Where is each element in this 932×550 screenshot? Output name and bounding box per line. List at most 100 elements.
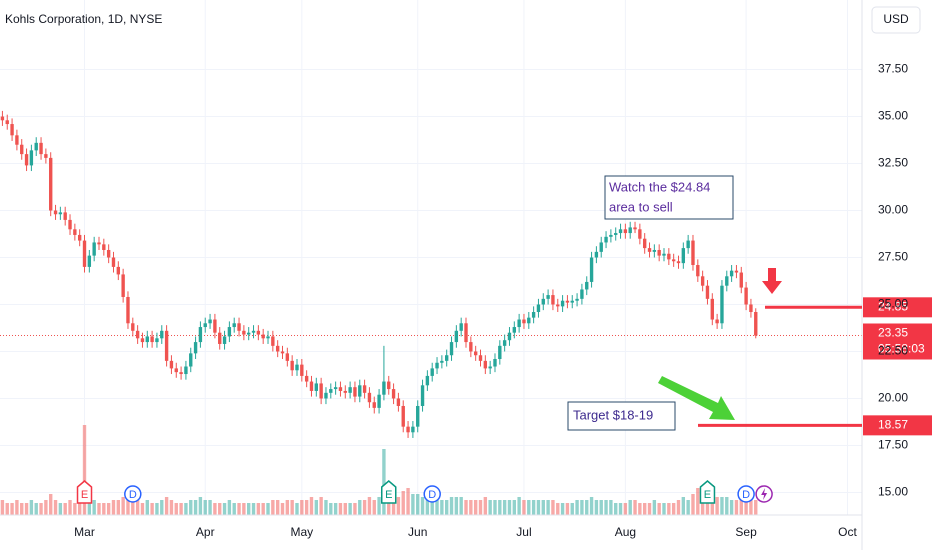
volume-bar <box>715 497 719 515</box>
candle-body <box>580 289 584 299</box>
volume-bar <box>507 500 512 515</box>
volume-bar <box>150 503 154 515</box>
volume-bar <box>657 503 661 515</box>
candle-body <box>232 323 236 328</box>
candle-body <box>454 330 459 343</box>
candle-body <box>251 330 256 333</box>
annotation-text: Watch the $24.84 <box>609 179 710 194</box>
currency-button[interactable] <box>871 6 921 34</box>
volume-bar <box>483 497 488 515</box>
volume-bar <box>295 503 299 515</box>
candle-body <box>710 298 714 320</box>
candle-body <box>275 345 280 352</box>
annotation-text: Target $18-19 <box>573 407 653 422</box>
volume-bar <box>324 500 328 515</box>
candle-body <box>604 236 608 243</box>
candles <box>0 110 758 438</box>
candle-body <box>266 336 270 339</box>
volume-bar <box>68 500 72 515</box>
volume-bar <box>82 425 87 515</box>
volume-bar <box>106 503 111 515</box>
volume-bar <box>681 497 686 515</box>
green-arrow <box>658 376 735 420</box>
volume-bar <box>314 500 318 515</box>
volume-bar <box>411 494 415 515</box>
candle-body <box>131 323 135 331</box>
volume-bar <box>556 503 560 515</box>
candle-body <box>744 287 748 305</box>
volume-bar <box>111 500 116 515</box>
volume-bar <box>725 497 729 515</box>
volume-bar <box>266 503 270 515</box>
volume-bar <box>10 503 14 515</box>
candle-body <box>647 248 652 252</box>
volume-bar <box>638 503 642 515</box>
x-tick-label: Aug <box>615 525 636 539</box>
volume-bar <box>560 503 565 515</box>
volume-bar <box>300 500 304 515</box>
candle-body <box>150 336 154 343</box>
candle-body <box>638 229 642 239</box>
volume-bar <box>401 491 405 515</box>
candle-body <box>29 150 34 166</box>
volume-bar <box>280 503 285 515</box>
candle-body <box>700 276 705 286</box>
candle-body <box>174 368 178 373</box>
candle-body <box>396 398 401 406</box>
volume-bar <box>425 500 430 515</box>
candle-body <box>720 285 724 324</box>
volume-bar <box>29 500 34 515</box>
y-tick-label: 15.00 <box>878 485 908 499</box>
volume-bar <box>333 503 338 515</box>
volume-bar <box>628 500 632 515</box>
candle-body <box>160 330 164 339</box>
candle-body <box>531 312 536 318</box>
candle-body <box>304 375 309 382</box>
event-label: E <box>385 489 392 501</box>
candle-body <box>377 394 381 408</box>
volume-bar <box>691 494 695 515</box>
volume-bar <box>754 500 758 515</box>
volume-bar <box>0 500 5 515</box>
volume-bar <box>749 497 753 515</box>
candle-body <box>53 210 58 215</box>
volume-bar <box>126 497 130 515</box>
volume-bar <box>585 500 589 515</box>
candle-body <box>324 392 328 399</box>
volume-bar <box>536 500 541 515</box>
candle-body <box>585 281 589 290</box>
candle-body <box>87 255 92 267</box>
currency-label: USD <box>883 12 909 26</box>
y-tick-label: 20.00 <box>878 391 908 405</box>
volume-bar <box>261 503 265 515</box>
volume-bar <box>97 503 101 515</box>
level-label: 24.85 <box>878 299 908 313</box>
volume-bar <box>271 500 275 515</box>
volume-bar <box>338 503 343 515</box>
candle-body <box>164 330 169 361</box>
candle-body <box>218 332 222 344</box>
volume-bar <box>227 500 232 515</box>
candle-body <box>565 300 570 303</box>
down-arrow <box>762 268 782 294</box>
volume-bar <box>362 500 367 515</box>
volume-bar <box>676 500 681 515</box>
chart-title: Kohls Corporation, 1D, NYSE <box>5 12 162 26</box>
candle-body <box>416 405 420 427</box>
volume-bar <box>667 503 671 515</box>
annotation-text: area to sell <box>609 199 673 214</box>
volume-bar <box>623 503 628 515</box>
volume-bar <box>155 503 159 515</box>
volume-bar <box>445 500 449 515</box>
volume-bar <box>469 500 473 515</box>
candle-body <box>517 319 521 328</box>
candle-body <box>367 392 372 403</box>
candle-body <box>338 387 343 391</box>
volume-bar <box>63 503 67 515</box>
event-label: E <box>704 489 711 501</box>
volume-bar <box>416 494 420 515</box>
volume-bar <box>5 503 9 515</box>
volume-bar <box>604 500 608 515</box>
volume-bar <box>696 488 700 515</box>
